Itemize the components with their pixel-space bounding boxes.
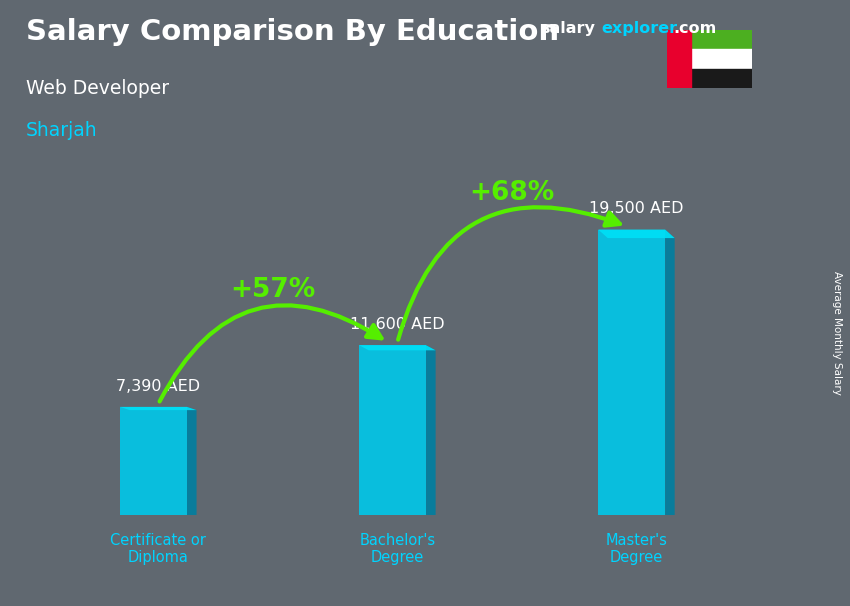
Text: Bachelor's
Degree: Bachelor's Degree xyxy=(360,533,435,565)
Text: +57%: +57% xyxy=(230,276,315,302)
Polygon shape xyxy=(120,407,187,515)
Text: 7,390 AED: 7,390 AED xyxy=(116,379,201,394)
Polygon shape xyxy=(598,230,665,515)
Text: Web Developer: Web Developer xyxy=(26,79,168,98)
Polygon shape xyxy=(359,345,436,350)
Polygon shape xyxy=(120,407,196,410)
Polygon shape xyxy=(426,345,436,515)
Text: 11,600 AED: 11,600 AED xyxy=(350,317,445,332)
Bar xyxy=(667,50,752,68)
Bar xyxy=(667,30,752,50)
Polygon shape xyxy=(598,230,675,238)
Bar xyxy=(667,68,752,88)
Text: +68%: +68% xyxy=(469,180,555,206)
Text: Sharjah: Sharjah xyxy=(26,121,97,140)
Text: Master's
Degree: Master's Degree xyxy=(605,533,667,565)
Polygon shape xyxy=(187,407,196,515)
Text: explorer: explorer xyxy=(602,21,678,36)
Text: Certificate or
Diploma: Certificate or Diploma xyxy=(110,533,207,565)
Text: 19,500 AED: 19,500 AED xyxy=(589,201,683,216)
Text: Salary Comparison By Education: Salary Comparison By Education xyxy=(26,18,558,46)
Text: .com: .com xyxy=(673,21,717,36)
Polygon shape xyxy=(359,345,426,515)
Bar xyxy=(667,30,691,88)
Polygon shape xyxy=(665,230,675,515)
Text: salary: salary xyxy=(540,21,595,36)
Text: Average Monthly Salary: Average Monthly Salary xyxy=(832,271,842,395)
